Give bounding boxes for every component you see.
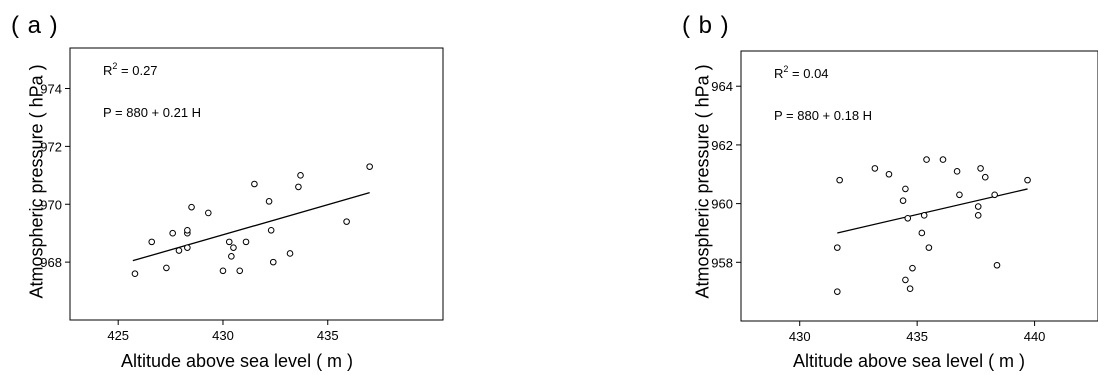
panel-a-data-point — [228, 253, 235, 260]
panel-a-fit-line — [132, 192, 370, 262]
panel-b-data-point — [923, 156, 930, 163]
panel-a-y-tick-label: 970 — [40, 197, 62, 212]
panel-a-data-point — [265, 198, 273, 205]
panel-b-data-point — [993, 261, 1001, 269]
panel-a-data-point — [163, 264, 170, 272]
panel-a-data-point — [169, 229, 176, 237]
panel-b-data-point — [956, 191, 963, 199]
panel-b-y-tick-label: 958 — [711, 255, 733, 270]
panel-a-data-point — [184, 244, 191, 251]
panel-b-data-point — [902, 276, 909, 284]
panel-a-plot-frame — [69, 47, 444, 321]
panel-a-data-point — [251, 180, 258, 188]
panel-a-y-tick-label: 974 — [40, 82, 62, 97]
panel-b-x-tick-label: 430 — [789, 329, 811, 344]
panel-b-data-point — [918, 229, 926, 237]
panel-b-data-point — [885, 170, 893, 178]
panel-b-data-point — [920, 212, 928, 219]
panel-a-x-axis-label: Altitude above sea level ( m ) — [120, 351, 354, 371]
panel-a-data-point — [148, 238, 156, 246]
panel-b-data-point — [902, 185, 909, 193]
panel-b-data-point — [974, 212, 982, 219]
panel-a-regression-equation: P = 880 + 0.21 H — [103, 105, 201, 120]
panel-a-data-point — [219, 267, 227, 275]
panel-b-data-point — [871, 165, 879, 172]
panel-b-data-point — [909, 264, 916, 272]
panel-b-data-point — [906, 285, 914, 293]
panel-a-data-point — [225, 238, 233, 246]
panel-b-r-squared-label: R2 = 0.04 — [774, 64, 829, 81]
panel-b-data-point — [1024, 176, 1031, 184]
panel-b-regression-equation: P = 880 + 0.18 H — [774, 108, 872, 123]
panel-a-label: ( a ) — [11, 12, 59, 39]
panel-a-x-tick-label: 425 — [107, 328, 129, 343]
panel-a-y-tick-label: 968 — [40, 255, 62, 270]
panel-b-x-axis-label: Altitude above sea level ( m ) — [792, 351, 1026, 371]
panel-a-data-point — [205, 209, 212, 217]
panel-a-data-point — [295, 183, 302, 191]
panel-a-data-point — [131, 270, 139, 278]
panel-b-y-tick-label: 960 — [711, 197, 733, 212]
panel-a-data-point — [267, 226, 275, 234]
panel-a-y-tick-label: 972 — [40, 139, 62, 154]
panel-b-plot-frame — [740, 50, 1098, 322]
panel-a-data-point — [242, 238, 250, 246]
panel-b-data-point — [939, 156, 947, 163]
panel-b-x-tick-label: 440 — [1024, 329, 1046, 344]
panel-b-data-point — [925, 244, 933, 251]
panel-a-data-point — [366, 163, 373, 170]
panel-b-data-point — [981, 173, 989, 181]
panel-b-y-tick-label: 962 — [711, 138, 733, 153]
panel-b-data-point — [833, 288, 841, 295]
panel-b-data-point — [836, 176, 843, 184]
panel-b-data-point — [899, 197, 907, 204]
panel-a-x-tick-label: 435 — [317, 328, 339, 343]
panel-b-data-point — [833, 244, 841, 251]
panel-b-data-point — [991, 191, 998, 199]
panel-a-data-point — [286, 250, 294, 257]
panel-a-data-point — [175, 247, 183, 254]
panel-a-x-tick-label: 430 — [212, 328, 234, 343]
panel-b-label: ( b ) — [682, 12, 730, 39]
panel-a-data-point — [184, 226, 191, 234]
panel-a-r-squared-label: R2 = 0.27 — [103, 61, 158, 78]
panel-a-data-point — [297, 172, 304, 179]
panel-a-data-point — [236, 267, 244, 275]
panel-b-fit-line — [837, 188, 1028, 234]
panel-b-data-point — [974, 203, 982, 210]
panel-b-y-tick-label: 964 — [711, 79, 733, 94]
panel-b-data-point — [904, 214, 912, 222]
panel-b-x-tick-label: 435 — [906, 329, 928, 344]
panel-b-data-point — [977, 165, 984, 172]
panel-a-data-point — [188, 203, 195, 211]
panel-a-data-point — [230, 244, 237, 251]
panel-a-data-point — [269, 258, 277, 266]
panel-a-data-point — [343, 218, 350, 225]
panel-b-data-point — [953, 168, 961, 175]
